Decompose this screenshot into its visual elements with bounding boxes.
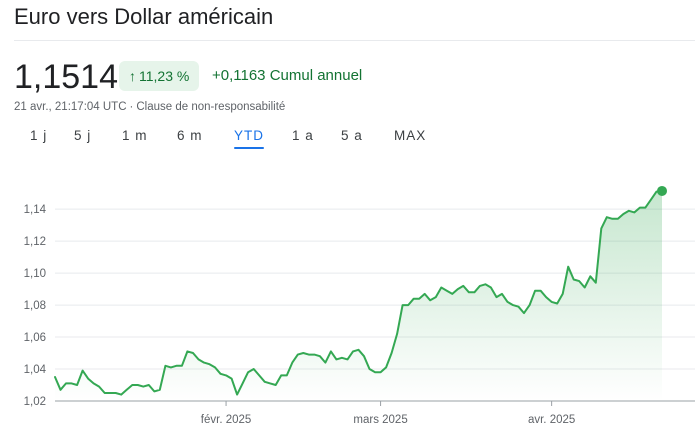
tab-1m[interactable]: 1 m: [122, 128, 148, 143]
page-title: Euro vers Dollar américain: [14, 4, 274, 29]
current-price: 1,1514: [14, 58, 118, 96]
y-tick-label: 1,12: [24, 236, 46, 248]
tab-label: 6 m: [177, 128, 203, 143]
tab-1d[interactable]: 1 j: [30, 128, 47, 143]
tab-5y[interactable]: 5 a: [341, 128, 363, 143]
tab-label: 1 a: [292, 128, 314, 143]
tab-max[interactable]: MAX: [394, 128, 426, 143]
tab-label: MAX: [394, 128, 427, 143]
x-tick-label: mars 2025: [353, 414, 407, 426]
price-line: [54, 190, 663, 396]
tab-5d[interactable]: 5 j: [74, 128, 91, 143]
price-area-fill: [55, 191, 662, 401]
change-absolute: +0,1163 Cumul annuel: [212, 67, 363, 84]
timestamp-line: 21 avr., 21:17:04 UTC · Clause de non-resp…: [14, 101, 285, 113]
y-tick-label: 1,04: [24, 364, 47, 376]
x-tick-label: févr. 2025: [201, 414, 252, 426]
header-divider: [14, 40, 695, 41]
tab-6m[interactable]: 6 m: [177, 128, 203, 143]
current-price-dot: [657, 185, 667, 196]
y-tick-label: 1,02: [24, 396, 46, 408]
tab-1y[interactable]: 1 a: [292, 128, 314, 143]
x-tick-label: avr. 2025: [528, 414, 575, 426]
timestamp: 21 avr., 21:17:04 UTC: [14, 101, 127, 113]
change-percent-badge: ↑ 11,23 %: [119, 61, 200, 91]
tab-label: 1 j: [30, 128, 48, 143]
tab-label: 5 a: [341, 128, 363, 143]
tab-label: 1 m: [122, 128, 148, 143]
y-tick-label: 1,14: [24, 204, 47, 216]
y-tick-label: 1,10: [24, 268, 46, 280]
y-tick-label: 1,08: [24, 300, 46, 312]
change-percent-value: 11,23 %: [139, 68, 190, 84]
tab-ytd[interactable]: YTD: [234, 128, 264, 149]
disclaimer-link[interactable]: Clause de non-responsabilité: [136, 101, 286, 113]
tab-label: YTD: [234, 128, 264, 143]
tab-label: 5 j: [74, 128, 92, 143]
active-tab-underline: [234, 147, 264, 149]
arrow-up-icon: ↑: [129, 68, 136, 84]
y-tick-label: 1,06: [24, 332, 46, 344]
separator: ·: [129, 101, 134, 113]
